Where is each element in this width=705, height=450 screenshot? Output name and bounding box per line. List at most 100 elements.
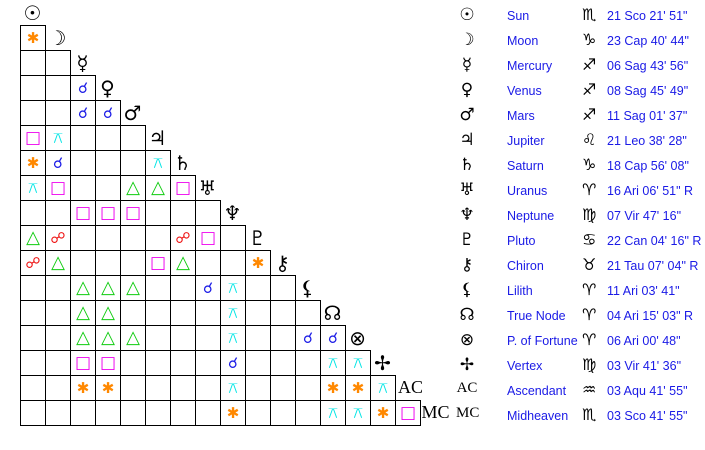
- aspect-cell-midheaven-p-of-fortune: ⚻: [345, 400, 371, 426]
- planet-name[interactable]: Mercury: [507, 59, 553, 73]
- planet-position[interactable]: 04 Ari 15' 03" R: [607, 309, 694, 323]
- planet-row-lilith: ⚸ Lilith ♈ 11 Ari 03' 41": [452, 280, 705, 305]
- planet-position[interactable]: 11 Ari 03' 41": [607, 284, 680, 298]
- conjunction-icon: ☌: [302, 328, 314, 347]
- zodiac-sign-icon: ♑: [582, 155, 597, 174]
- aspect-cell-lilith-venus: △: [95, 275, 121, 301]
- sextile-icon: ✱: [226, 403, 240, 422]
- planet-position[interactable]: 18 Cap 56' 08": [607, 159, 689, 173]
- aspect-cell-midheaven-true-node: ⚻: [320, 400, 346, 426]
- aspect-cell-pluto-uranus: □: [195, 225, 221, 251]
- aspect-cell-pluto-venus: [95, 225, 121, 251]
- ascendant-glyph-icon: AC: [398, 377, 424, 397]
- planet-position[interactable]: 21 Tau 07' 04" R: [607, 259, 699, 273]
- aspect-cell-true-node-jupiter: [145, 300, 171, 326]
- planet-name[interactable]: True Node: [507, 309, 566, 323]
- quincunx-icon: ⚻: [328, 403, 338, 422]
- planet-name[interactable]: Uranus: [507, 184, 548, 198]
- pluto-icon: ♇: [459, 230, 475, 250]
- planet-row-vertex: ✢ Vertex ♍ 03 Vir 41' 36": [452, 355, 705, 380]
- sextile-icon: ✱: [26, 28, 40, 47]
- aspect-cell-pluto-saturn: ☍: [170, 225, 196, 251]
- planet-name[interactable]: Chiron: [507, 259, 544, 273]
- planet-name[interactable]: Sun: [507, 9, 530, 23]
- aspect-cell-mercury-moon: [45, 50, 71, 76]
- planet-name[interactable]: Pluto: [507, 234, 536, 248]
- planet-name[interactable]: Neptune: [507, 209, 555, 223]
- planet-name[interactable]: Lilith: [507, 284, 533, 298]
- planet-name[interactable]: Venus: [507, 84, 542, 98]
- aspect-cell-ascendant-mars: [120, 375, 146, 401]
- square-icon: □: [74, 202, 92, 223]
- aspect-cell-midheaven-mercury: [70, 400, 96, 426]
- quincunx-icon: ⚻: [228, 303, 238, 322]
- planet-row-true-node: ☊ True Node ♈ 04 Ari 15' 03" R: [452, 305, 705, 330]
- planet-row-sun: ☉ Sun ♏ 21 Sco 21' 51": [452, 5, 705, 30]
- planet-position[interactable]: 23 Cap 40' 44": [607, 34, 689, 48]
- uranus-icon: ♅: [459, 180, 475, 200]
- aspect-cell-uranus-mercury: [70, 175, 96, 201]
- aspect-cell-chiron-jupiter: □: [145, 250, 171, 276]
- planet-name[interactable]: Vertex: [507, 359, 543, 373]
- true-node-icon: ☊: [459, 305, 475, 325]
- aspect-cell-neptune-sun: [20, 200, 46, 226]
- aspect-cell-vertex-p-of-fortune: ⚻: [345, 350, 371, 376]
- planet-position[interactable]: 03 Aqu 41' 55": [607, 384, 688, 398]
- planet-position[interactable]: 06 Sag 43' 56": [607, 59, 689, 73]
- zodiac-sign-icon: ♉: [582, 255, 597, 274]
- zodiac-sign-icon: ♒: [582, 380, 597, 399]
- aspect-grid: ☉ ☽ ✱ ☿ ♀ ☌ ♂ ☌ ☌ ♃ □ ⚻ ♄ ✱ ☌ ⚻ ♅ ⚻ □ △ △ □ ♆ □ □ □ ♇ △ ☍ ☍ □ ⚷ ☍ △ □ △ ✱ ⚸ △ △…: [20, 1, 450, 426]
- aspect-cell-p-of-fortune-venus: △: [95, 325, 121, 351]
- aspect-cell-ascendant-vertex: ⚻: [370, 375, 396, 401]
- aspect-cell-jupiter-venus: [95, 125, 121, 151]
- planet-position[interactable]: 21 Leo 38' 28": [607, 134, 687, 148]
- aspect-cell-saturn-jupiter: ⚻: [145, 150, 171, 176]
- planet-position[interactable]: 06 Ari 00' 48": [607, 334, 681, 348]
- planet-position[interactable]: 07 Vir 47' 16": [607, 209, 682, 223]
- planet-position[interactable]: 16 Ari 06' 51" R: [607, 184, 694, 198]
- aspect-cell-true-node-lilith: [295, 300, 321, 326]
- aspect-cell-chiron-sun: ☍: [20, 250, 46, 276]
- aspect-cell-mars-mercury: ☌: [70, 100, 96, 126]
- quincunx-icon: ⚻: [353, 403, 363, 422]
- planet-name[interactable]: Mars: [507, 109, 535, 123]
- planet-position[interactable]: 11 Sag 01' 37": [607, 109, 688, 123]
- zodiac-sign-icon: ♐: [582, 55, 597, 74]
- planet-name[interactable]: P. of Fortune: [507, 334, 578, 348]
- square-icon: □: [49, 177, 67, 198]
- planet-name[interactable]: Moon: [507, 34, 539, 48]
- planet-name[interactable]: Jupiter: [507, 134, 545, 148]
- planet-name[interactable]: Midheaven: [507, 409, 569, 423]
- ascendant-icon: AC: [456, 380, 478, 396]
- planet-position[interactable]: 21 Sco 21' 51": [607, 9, 688, 23]
- trine-icon: △: [126, 177, 140, 198]
- aspect-cell-true-node-moon: [45, 300, 71, 326]
- aspect-cell-vertex-pluto: [245, 350, 271, 376]
- moon-icon: ☽: [459, 30, 475, 50]
- quincunx-icon: ⚻: [53, 128, 63, 147]
- aspect-cell-ascendant-uranus: [195, 375, 221, 401]
- quincunx-icon: ⚻: [353, 353, 363, 372]
- aspect-cell-p-of-fortune-lilith: ☌: [295, 325, 321, 351]
- trine-icon: △: [126, 327, 140, 348]
- aspect-cell-midheaven-ascendant: □: [395, 400, 421, 426]
- square-icon: □: [149, 252, 167, 273]
- aspect-cell-lilith-neptune: ⚻: [220, 275, 246, 301]
- planet-position[interactable]: 22 Can 04' 16" R: [607, 234, 702, 248]
- aspect-cell-ascendant-pluto: [245, 375, 271, 401]
- mercury-icon: ☿: [461, 55, 473, 75]
- planet-name[interactable]: Ascendant: [507, 384, 567, 398]
- saturn-icon: ♄: [459, 155, 475, 175]
- lilith-glyph-icon: ⚸: [300, 275, 315, 300]
- zodiac-sign-icon: ♐: [582, 105, 597, 124]
- aspect-cell-lilith-sun: [20, 275, 46, 301]
- aspect-cell-true-node-pluto: [245, 300, 271, 326]
- uranus-glyph-icon: ♅: [198, 175, 217, 200]
- planet-name[interactable]: Saturn: [507, 159, 544, 173]
- aspect-cell-saturn-moon: ☌: [45, 150, 71, 176]
- aspect-cell-mars-sun: [20, 100, 46, 126]
- planet-position[interactable]: 03 Sco 41' 55": [607, 409, 688, 423]
- planet-position[interactable]: 08 Sag 45' 49": [607, 84, 689, 98]
- planet-position[interactable]: 03 Vir 41' 36": [607, 359, 682, 373]
- zodiac-sign-icon: ♈: [582, 280, 597, 299]
